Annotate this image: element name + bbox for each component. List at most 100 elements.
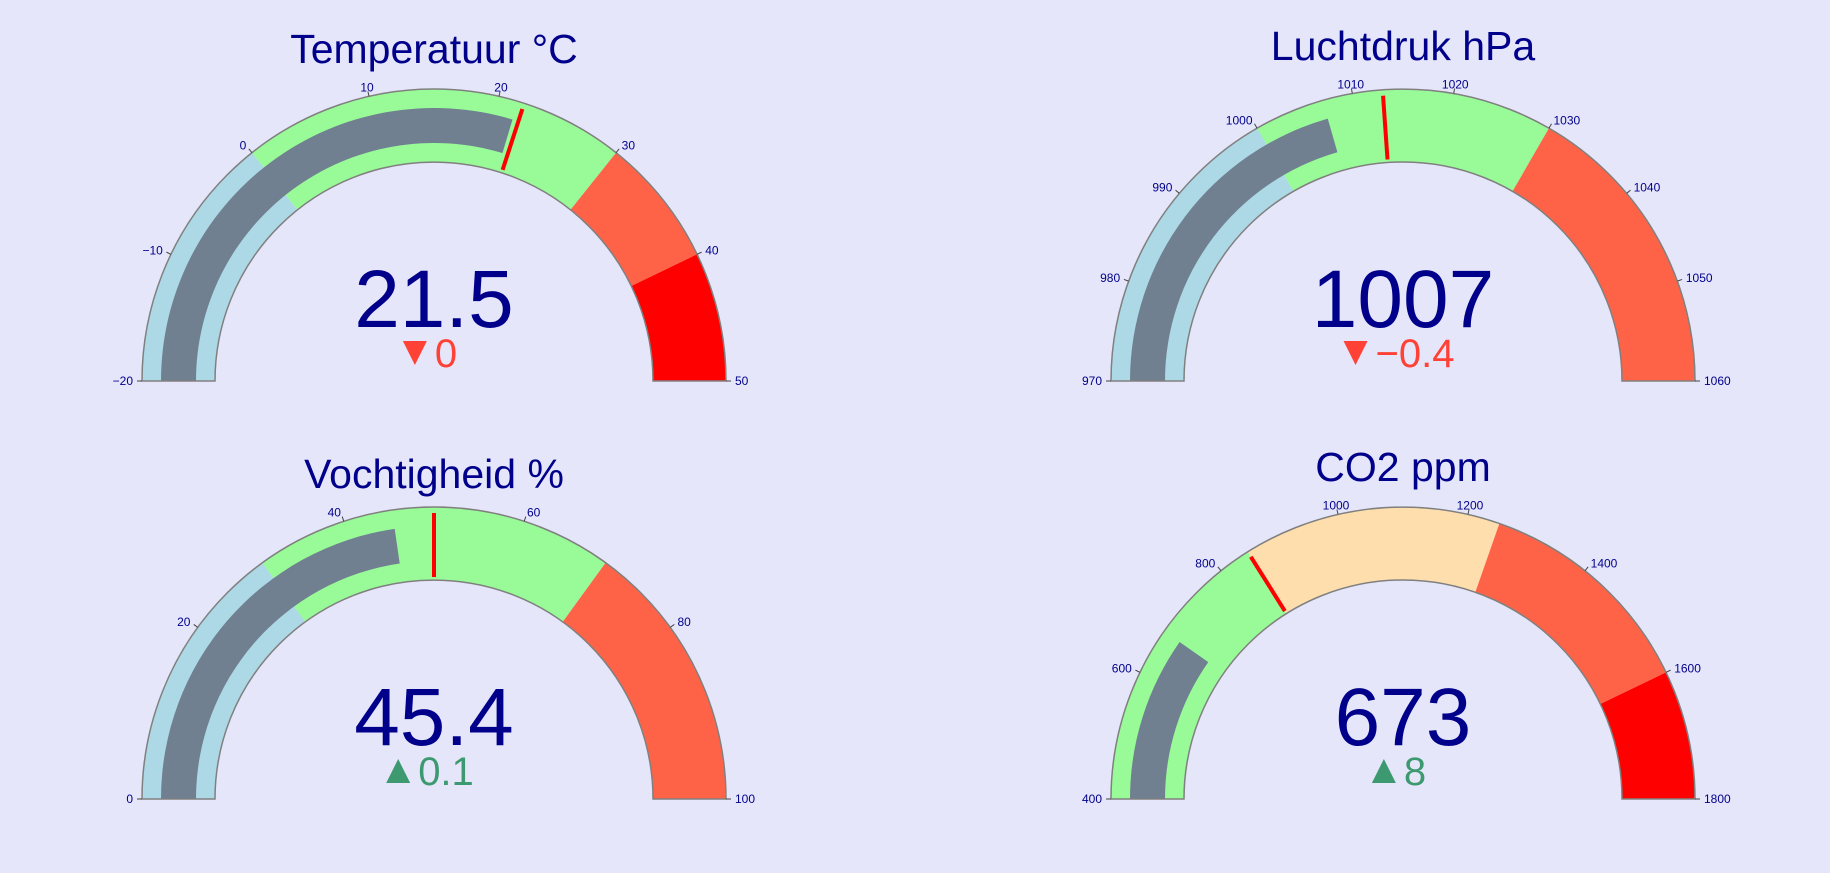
gauge-step (1247, 506, 1500, 614)
gauge-threshold-line (500, 108, 525, 171)
gauge-tick-label: −10 (142, 243, 163, 257)
gauge-tick-label: 1200 (1457, 499, 1484, 513)
gauge-step (631, 254, 726, 381)
gauge-tick-label: 980 (1100, 271, 1120, 285)
gauge-tick (193, 624, 199, 628)
gauge-title: Luchtdruk hPa (1271, 23, 1536, 69)
gauge-tick-label: 1400 (1591, 557, 1618, 571)
delta-up-triangle-icon (1371, 759, 1396, 783)
gauge-tick-label: 20 (177, 615, 191, 629)
gauge-tick-label: 40 (328, 506, 342, 520)
gauge-delta: −0.4 (1343, 332, 1455, 376)
gauge-tick-label: 20 (494, 81, 508, 95)
delta-down-triangle-icon (1343, 341, 1368, 365)
gauge-tick-label: 100 (735, 792, 755, 806)
gauge-tick-label: 40 (705, 243, 719, 257)
gauge-tick (367, 91, 370, 97)
gauge-tick (696, 251, 702, 255)
gauge-threshold-line (1249, 555, 1287, 613)
delta-down-triangle-icon (402, 341, 427, 365)
gauge-tick-label: 990 (1152, 181, 1172, 195)
gauge-tick-label: 1000 (1323, 499, 1350, 513)
gauge-tick-label: 0 (240, 139, 247, 153)
gauge-value: 21.5 (354, 254, 514, 345)
gauge-tick-label: −20 (113, 374, 134, 388)
gauge-tick (248, 148, 253, 154)
gauge-step (1257, 88, 1549, 192)
gauge-step (251, 89, 617, 210)
gauge-value-bar (1130, 118, 1338, 381)
gauge-tick (1336, 509, 1339, 515)
gauge-delta-value: −0.4 (1376, 332, 1455, 376)
gauge-tick (1453, 88, 1456, 94)
gauge-tick-label: 50 (735, 374, 749, 388)
gauge-tick-label: 80 (678, 615, 692, 629)
gauge-tick (1548, 123, 1552, 129)
gauge-step (570, 152, 698, 286)
gauge-tick (1254, 123, 1258, 129)
gauge-value: 1007 (1312, 254, 1494, 345)
gauge-value-bar (161, 108, 513, 381)
gauge-tick (1467, 509, 1470, 515)
gauge-tick-label: 10 (360, 81, 374, 95)
gauge-3: Vochtigheid % 0 20 40 60 80 100 45.40.1 (126, 451, 755, 806)
gauge-step (1512, 128, 1695, 381)
gauge-outline (141, 506, 727, 800)
gauge-delta-value: 0.1 (418, 750, 474, 794)
gauge-outline (141, 88, 727, 382)
gauge-tick (341, 516, 345, 522)
gauge-tick (1584, 566, 1589, 572)
gauge-tick (498, 91, 501, 97)
gauge-tick-label: 1040 (1634, 181, 1661, 195)
gauge-tick-label: 1030 (1554, 113, 1581, 127)
gauge-tick (1677, 278, 1683, 282)
gauge-tick-label: 1020 (1442, 78, 1469, 92)
gauge-tick (166, 251, 172, 255)
gauge-tick-label: 1050 (1686, 271, 1713, 285)
gauge-tick (1175, 189, 1180, 194)
gauge-value: 673 (1335, 672, 1472, 763)
gauge-tick-label: 1060 (1704, 374, 1731, 388)
gauge-delta: 0.1 (386, 750, 474, 794)
gauge-tick (615, 148, 620, 154)
gauge-delta: 8 (1371, 750, 1426, 794)
gauge-tick (1626, 189, 1631, 194)
gauge-tick (1665, 669, 1671, 673)
gauge-tick-label: 1000 (1226, 113, 1253, 127)
gauge-2: Luchtdruk hPa 970 980 990 1000 1010 1020 1030 10… (1082, 23, 1731, 388)
gauge-delta-value: 0 (435, 332, 457, 376)
gauge-tick (523, 516, 527, 522)
gauge-tick (669, 624, 675, 628)
gauge-tick-label: 1010 (1337, 78, 1364, 92)
gauge-step (1600, 672, 1695, 799)
gauge-outline (1110, 88, 1696, 382)
gauge-tick-label: 0 (126, 792, 133, 806)
gauge-tick-label: 600 (1112, 661, 1132, 675)
gauge-title: Vochtigheid % (304, 451, 564, 497)
gauge-step (562, 562, 726, 799)
gauge-title: Temperatuur °C (290, 26, 578, 72)
gauge-delta: 0 (402, 332, 457, 376)
gauge-tick-label: 970 (1082, 374, 1102, 388)
gauge-tick (1217, 566, 1222, 572)
gauge-tick-label: 30 (622, 139, 636, 153)
gauge-tick (1135, 669, 1141, 673)
gauge-tick (1123, 278, 1129, 282)
gauge-title: CO2 ppm (1315, 444, 1490, 490)
gauge-tick-label: 400 (1082, 792, 1102, 806)
gauge-tick-label: 1600 (1674, 661, 1701, 675)
gauge-delta-value: 8 (1404, 750, 1426, 794)
gauge-value: 45.4 (354, 672, 514, 763)
gauge-tick-label: 1800 (1704, 792, 1731, 806)
gauge-value-bar (161, 528, 400, 799)
gauge-tick-label: 800 (1195, 557, 1215, 571)
gauge-threshold-line (1381, 95, 1390, 160)
gauge-outline (1110, 506, 1696, 800)
gauge-step (1475, 523, 1667, 704)
gauge-tick-label: 60 (527, 506, 541, 520)
gauge-value-bar (1130, 642, 1209, 799)
